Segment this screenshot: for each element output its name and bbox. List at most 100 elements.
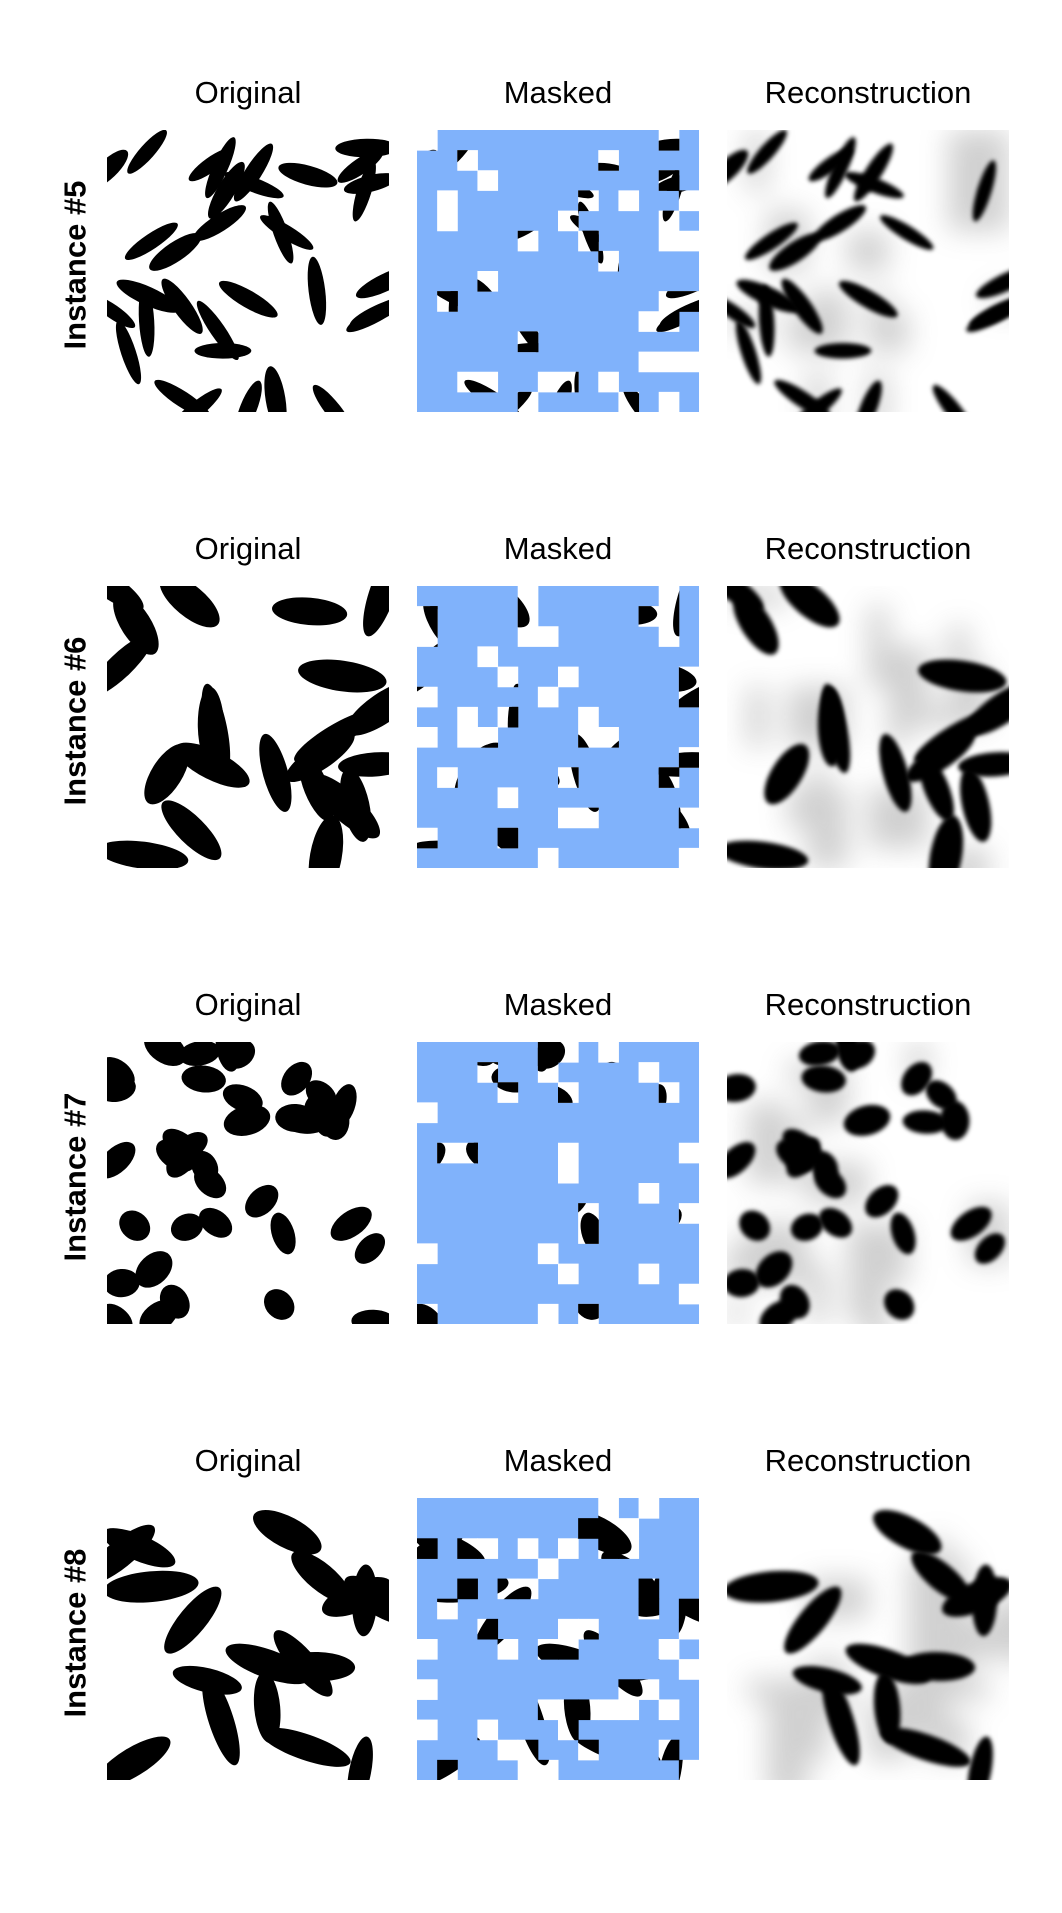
ellipse-shape: [918, 659, 1007, 693]
ellipse-shape: [202, 1674, 240, 1766]
ellipse-shape: [307, 256, 327, 325]
ellipse-shape: [259, 733, 292, 812]
instance-label: Instance #7: [55, 1037, 95, 1317]
ellipse-shape: [338, 752, 389, 777]
ellipse-shape: [884, 1289, 915, 1320]
ellipse-shape: [960, 768, 992, 842]
ellipse-shape: [727, 1141, 756, 1179]
masked-image-canvas: [417, 586, 699, 868]
ellipse-shape: [355, 265, 389, 299]
masked-image: [417, 1042, 699, 1324]
ellipse-shape: [264, 1289, 295, 1320]
ellipse-shape: [733, 593, 779, 655]
ellipse-shape: [107, 1268, 140, 1298]
ellipse-shape: [314, 1103, 337, 1137]
ellipse-shape: [798, 1042, 841, 1066]
column-title-masked: Masked: [503, 1443, 613, 1478]
ellipse-shape: [747, 130, 787, 174]
ellipse-shape: [272, 597, 348, 626]
original-image-canvas: [107, 1042, 389, 1324]
column-title-reconstruction: Reconstruction: [764, 1443, 972, 1478]
instance-label: Instance #8: [55, 1493, 95, 1773]
ellipse-shape: [417, 1303, 443, 1324]
ellipse-shape: [784, 1586, 842, 1654]
ellipse-shape: [270, 1212, 296, 1255]
ellipse-shape: [727, 840, 809, 868]
ellipse-shape: [223, 1104, 271, 1136]
ellipse-shape: [215, 1042, 240, 1072]
ellipse-shape: [901, 1061, 933, 1096]
ellipse-shape: [149, 232, 202, 271]
ellipse-shape: [197, 687, 225, 767]
column-title-original: Original: [194, 531, 302, 566]
instance-label-text: Instance #6: [57, 636, 92, 806]
ellipse-shape: [801, 1065, 846, 1093]
ellipse-shape: [273, 1630, 333, 1697]
ellipse-shape: [107, 295, 136, 329]
reconstruction-image: [727, 586, 1009, 868]
ellipse-shape: [235, 380, 262, 412]
column-title-reconstruction: Reconstruction: [764, 531, 972, 566]
column-title-reconstruction: Reconstruction: [764, 75, 972, 110]
ellipse-shape: [107, 1073, 136, 1103]
ellipse-shape: [253, 1509, 322, 1555]
ellipse-shape: [911, 1551, 971, 1603]
ellipse-shape: [727, 295, 756, 329]
ellipse-shape: [727, 1268, 760, 1298]
ellipse-shape: [813, 205, 867, 242]
ellipse-shape: [225, 1643, 311, 1685]
ellipse-shape: [346, 296, 389, 333]
ellipse-shape: [819, 1207, 853, 1238]
ellipse-shape: [139, 1299, 178, 1324]
masked-image: [417, 1498, 699, 1780]
ellipse-shape: [181, 1065, 226, 1093]
ellipse-shape: [178, 1042, 221, 1066]
ellipse-shape: [975, 265, 1009, 299]
ellipse-shape: [264, 366, 287, 412]
ellipse-shape: [253, 1671, 281, 1744]
ellipse-shape: [107, 1570, 199, 1603]
ellipse-shape: [188, 148, 233, 182]
ellipse-shape: [107, 149, 129, 189]
ellipse-shape: [902, 1110, 948, 1134]
ellipse-shape: [218, 280, 278, 318]
ellipse-shape: [972, 160, 996, 222]
ellipse-shape: [245, 1184, 279, 1218]
ellipse-shape: [853, 143, 894, 202]
reconstruction-image: [727, 1498, 1009, 1780]
ellipse-shape: [267, 201, 294, 264]
ellipse-shape: [774, 379, 831, 412]
ellipse-shape: [873, 1671, 901, 1744]
ellipse-shape: [966, 296, 1009, 333]
ellipse-shape: [727, 1073, 756, 1103]
instance-row: Instance #7 Original Masked Reconstruction: [0, 912, 1062, 1332]
ellipse-shape: [759, 1299, 798, 1324]
ellipse-shape: [127, 130, 167, 174]
original-image: [107, 1498, 389, 1780]
ellipse-shape: [940, 1100, 970, 1140]
reconstruction-image-canvas: [727, 130, 1009, 412]
ellipse-shape: [974, 1233, 1006, 1264]
ellipse-shape: [285, 731, 355, 782]
ellipse-shape: [932, 384, 975, 412]
ellipse-shape: [905, 731, 975, 782]
ellipse-shape: [291, 1551, 351, 1603]
ellipse-shape: [275, 1103, 316, 1133]
ellipse-shape: [107, 1303, 133, 1324]
column-title-masked: Masked: [503, 75, 613, 110]
ellipse-shape: [739, 1210, 771, 1241]
ellipse-shape: [563, 1509, 632, 1555]
masked-image: [417, 586, 699, 868]
ellipse-shape: [879, 733, 912, 812]
original-image-canvas: [107, 1498, 389, 1780]
ellipse-shape: [119, 1210, 151, 1241]
ellipse-shape: [107, 1141, 136, 1179]
ellipse-shape: [159, 586, 220, 628]
ellipse-shape: [107, 634, 153, 697]
ellipse-shape: [175, 1132, 208, 1160]
ellipse-shape: [814, 342, 872, 359]
ellipse-shape: [193, 205, 247, 242]
ellipse-shape: [950, 1206, 992, 1241]
masked-image-canvas: [417, 1042, 699, 1324]
ellipse-shape: [298, 659, 387, 693]
